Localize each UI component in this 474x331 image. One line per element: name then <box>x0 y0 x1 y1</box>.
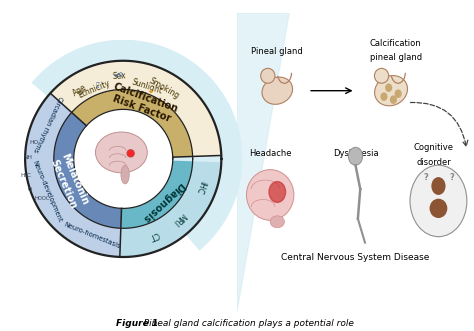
Circle shape <box>386 84 392 91</box>
Text: ✦: ✦ <box>147 88 153 94</box>
Text: Diagnosis: Diagnosis <box>140 180 186 224</box>
Polygon shape <box>25 93 121 257</box>
Text: Pineal gland: Pineal gland <box>251 47 303 57</box>
Polygon shape <box>72 89 192 157</box>
Text: Calcification
Risk Factor: Calcification Risk Factor <box>108 82 179 125</box>
Circle shape <box>410 165 467 237</box>
Text: MRI: MRI <box>171 211 187 227</box>
Circle shape <box>269 181 285 203</box>
Text: NH: NH <box>23 155 32 160</box>
Text: Circadian rhythms: Circadian rhythms <box>33 95 64 153</box>
Circle shape <box>391 96 396 103</box>
Text: Smoking: Smoking <box>147 76 181 101</box>
Text: Central Nervous System Disease: Central Nervous System Disease <box>281 253 430 262</box>
Text: Dyskinesia: Dyskinesia <box>333 149 378 158</box>
Text: Age: Age <box>72 82 89 98</box>
Polygon shape <box>120 161 221 257</box>
Text: Headache: Headache <box>249 149 292 158</box>
Text: HOOC: HOOC <box>34 196 49 201</box>
Text: Ethnicity: Ethnicity <box>76 79 111 100</box>
Text: Sex: Sex <box>112 71 126 80</box>
Text: ?: ? <box>449 172 454 182</box>
Text: Neuro-development: Neuro-development <box>31 160 63 223</box>
Text: disorder: disorder <box>416 158 451 167</box>
Text: pineal gland: pineal gland <box>370 53 422 63</box>
Text: HO: HO <box>30 140 39 145</box>
Circle shape <box>431 177 446 195</box>
Text: Neuro-homestasis: Neuro-homestasis <box>63 221 121 250</box>
Text: Cognitive: Cognitive <box>414 143 454 152</box>
Text: O: O <box>27 187 32 192</box>
Text: IHC: IHC <box>194 179 207 195</box>
Text: Calcification: Calcification <box>370 38 421 48</box>
Text: 👥: 👥 <box>96 82 99 88</box>
Ellipse shape <box>246 169 294 220</box>
Ellipse shape <box>270 216 284 228</box>
Text: ♂♀: ♂♀ <box>114 73 124 78</box>
Polygon shape <box>54 113 121 228</box>
Text: Sunlight: Sunlight <box>130 78 163 96</box>
Ellipse shape <box>374 69 389 83</box>
Circle shape <box>127 150 134 157</box>
Polygon shape <box>121 161 192 228</box>
Ellipse shape <box>121 166 129 184</box>
Text: Melatonin
Secretion: Melatonin Secretion <box>48 152 90 212</box>
Circle shape <box>381 93 387 100</box>
Ellipse shape <box>95 132 147 173</box>
Polygon shape <box>32 40 242 250</box>
Circle shape <box>348 147 363 165</box>
Text: Pineal gland calcification plays a potential role: Pineal gland calcification plays a poten… <box>138 318 354 328</box>
Circle shape <box>128 151 133 155</box>
Circle shape <box>395 90 401 97</box>
Ellipse shape <box>429 199 447 218</box>
Text: Figure 1: Figure 1 <box>117 318 158 328</box>
Text: CT: CT <box>148 229 160 241</box>
Ellipse shape <box>374 75 408 106</box>
Polygon shape <box>50 61 221 157</box>
Ellipse shape <box>261 69 275 83</box>
Circle shape <box>74 110 173 208</box>
Ellipse shape <box>262 77 292 104</box>
Polygon shape <box>237 13 289 311</box>
Text: H₃C: H₃C <box>20 173 32 178</box>
Text: ?: ? <box>423 172 428 182</box>
